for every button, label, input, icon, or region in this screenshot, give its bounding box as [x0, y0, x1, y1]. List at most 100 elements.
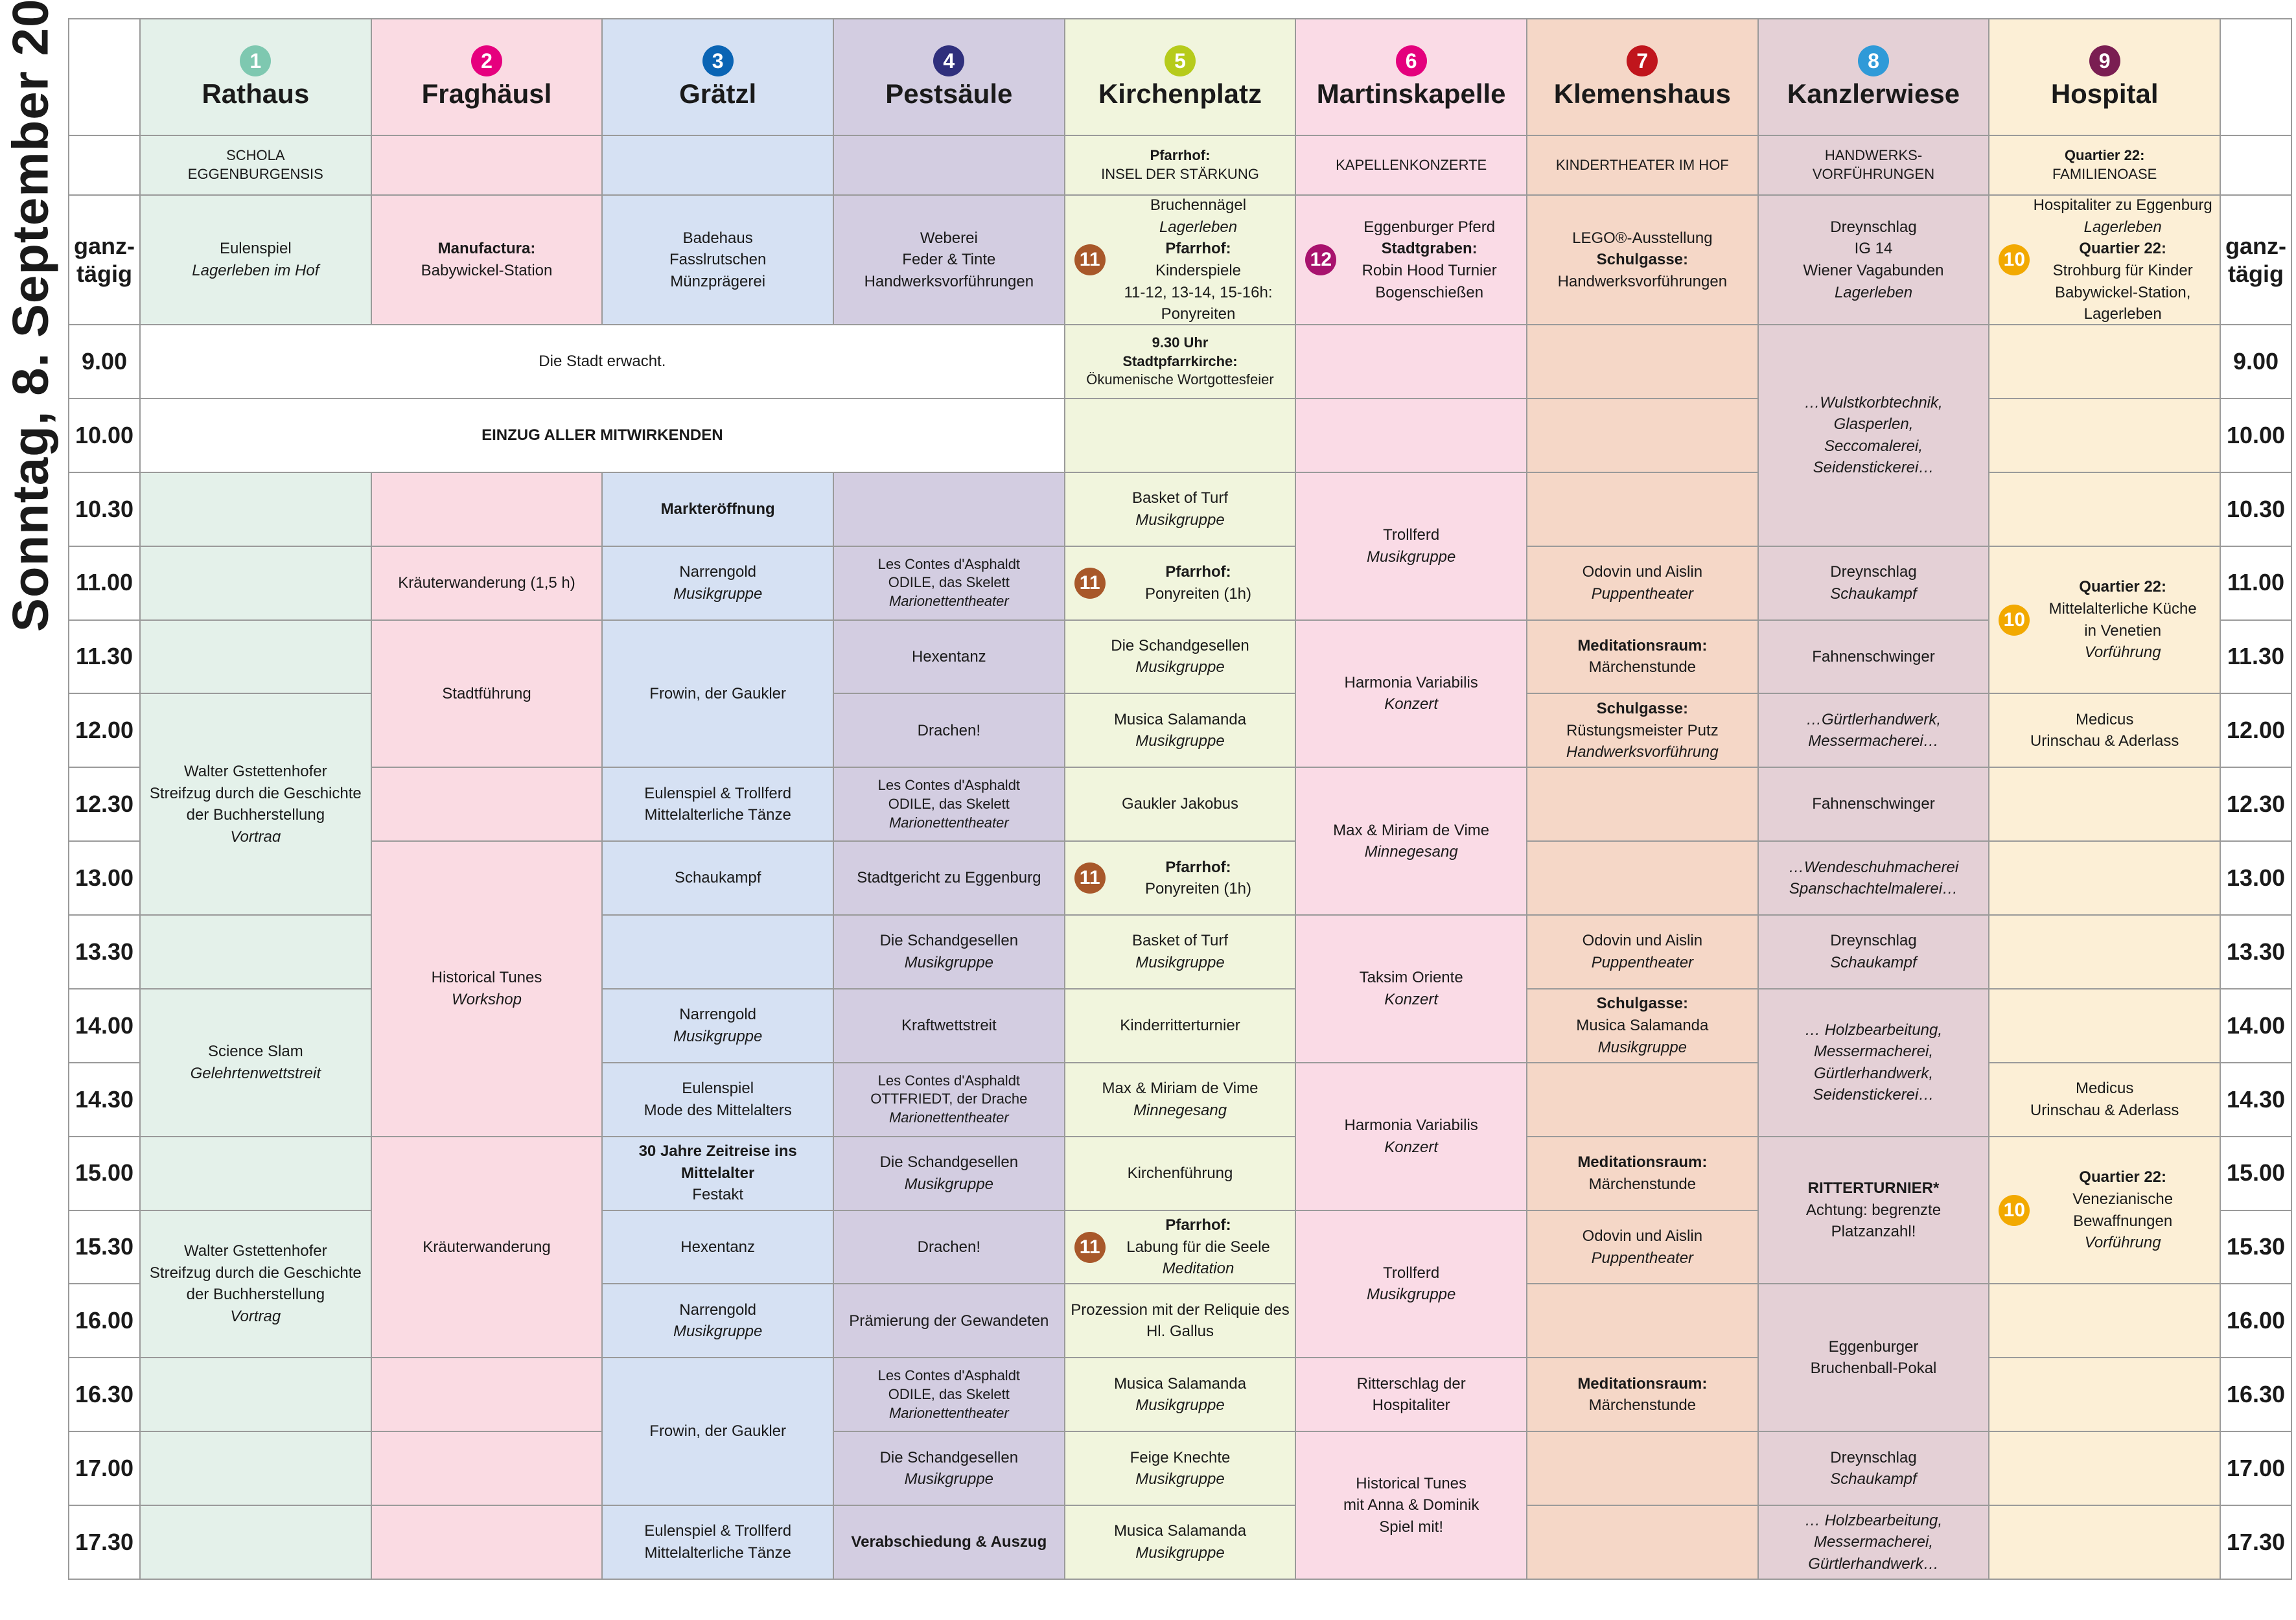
event-cell[interactable]: Hexentanz	[833, 620, 1065, 695]
event-cell[interactable]: Kirchenführung	[1065, 1137, 1297, 1211]
event-cell[interactable]: Harmonia Variabilis Konzert	[1296, 1063, 1527, 1211]
event-cell[interactable]: Trollferd Musikgruppe	[1296, 472, 1527, 621]
event-cell[interactable]: Weberei Feder & Tinte Handwerksvorführunge…	[833, 196, 1065, 325]
event-cell[interactable]: Gaukler Jakobus	[1065, 768, 1297, 842]
event-cell[interactable]: Odovin und Aislin Puppentheater	[1527, 546, 1759, 621]
event-cell[interactable]: Eulenspiel & Trollferd Mittelalterliche T…	[603, 1506, 834, 1580]
event-cell[interactable]: Dreynschlag IG 14 Wiener Vagabunden Lagerle…	[1758, 196, 1990, 325]
event-cell[interactable]: Basket of Turf Musikgruppe	[1065, 916, 1297, 989]
event-cell[interactable]: Schulgasse: Rüstungsmeister Putz Handwerks…	[1527, 694, 1759, 769]
event-cell[interactable]: Ritterschlag der Hospitaliter	[1296, 1358, 1527, 1433]
event-cell[interactable]: Medicus Urinschau & Aderlass	[1989, 694, 2221, 769]
event-cell[interactable]: Les Contes d'Asphaldt ODILE, das Skelett M…	[833, 546, 1065, 621]
event-cell[interactable]: Frowin, der Gaukler	[603, 620, 834, 769]
event-cell[interactable]: Basket of Turf Musikgruppe	[1065, 472, 1297, 547]
event-cell[interactable]: Dreynschlag Schaukampf	[1758, 1432, 1990, 1507]
event-cell[interactable]: Prozession mit der Reliquie des Hl. Gallu…	[1065, 1284, 1297, 1359]
event-cell[interactable]: Drachen!	[833, 694, 1065, 769]
event-cell[interactable]: Kräuterwanderung	[371, 1137, 603, 1359]
event-cell[interactable]: Historical Tunes mit Anna & Dominik Spiel …	[1296, 1432, 1527, 1580]
event-cell[interactable]: Die Schandgesellen Musikgruppe	[1065, 620, 1297, 695]
time-label: 11.30	[69, 620, 141, 695]
event-cell[interactable]: KINDERTHEATER IM HOF	[1527, 136, 1759, 196]
event-cell[interactable]: Pfarrhof: INSEL DER STÄRKUNG	[1065, 136, 1297, 196]
event-cell[interactable]: HANDWERKS- VORFÜHRUNGEN	[1758, 136, 1990, 196]
event-cell[interactable]: Hexentanz	[603, 1210, 834, 1285]
event-cell[interactable]: Eulenspiel Mode des Mittelalters	[603, 1063, 834, 1137]
event-cell[interactable]: …Wulstkorbtechnik, Glasperlen, Seccomalere…	[1758, 325, 1990, 547]
event-cell[interactable]: Frowin, der Gaukler	[603, 1358, 834, 1507]
event-line: Mode des Mittelalters	[644, 1101, 792, 1119]
event-cell[interactable]: Stadtführung	[371, 620, 603, 769]
event-cell[interactable]: Die Stadt erwacht.	[141, 325, 1065, 399]
event-cell[interactable]: Max & Miriam de Vime Minnegesang	[1065, 1063, 1297, 1137]
event-cell[interactable]: Meditationsraum: Märchenstunde	[1527, 620, 1759, 695]
event-cell[interactable]: Die Schandgesellen Musikgruppe	[833, 916, 1065, 989]
event-cell[interactable]: Meditationsraum: Märchenstunde	[1527, 1358, 1759, 1433]
event-cell[interactable]: Dreynschlag Schaukampf	[1758, 546, 1990, 621]
event-cell[interactable]: Badehaus Fasslrutschen Münzprägerei	[603, 196, 834, 325]
event-cell[interactable]: Manufactura: Babywickel-Station	[371, 196, 603, 325]
event-cell[interactable]: 12 Eggenburger Pferd Stadtgraben: Robin Hoo…	[1296, 196, 1527, 325]
event-cell[interactable]: Historical Tunes Workshop	[371, 842, 603, 1137]
event-cell[interactable]: Narrengold Musikgruppe	[603, 546, 834, 621]
event-cell[interactable]: Die Schandgesellen Musikgruppe	[833, 1137, 1065, 1211]
event-cell[interactable]: Quartier 22: FAMILIENOASE	[1989, 136, 2221, 196]
event-cell[interactable]: 11 Pfarrhof: Ponyreiten (1h)	[1065, 842, 1297, 916]
event-cell[interactable]: Schaukampf	[603, 842, 834, 916]
event-cell[interactable]: Dreynschlag Schaukampf	[1758, 916, 1990, 989]
event-cell[interactable]: Die Schandgesellen Musikgruppe	[833, 1432, 1065, 1507]
event-cell[interactable]: Les Contes d'Asphaldt ODILE, das Skelett M…	[833, 1358, 1065, 1433]
event-cell[interactable]: SCHOLA EGGENBURGENSIS	[141, 136, 372, 196]
event-cell[interactable]: Odovin und Aislin Puppentheater	[1527, 1210, 1759, 1285]
event-cell[interactable]: Feige Knechte Musikgruppe	[1065, 1432, 1297, 1507]
event-cell[interactable]: Les Contes d'Asphaldt OTTFRIEDT, der Drac…	[833, 1063, 1065, 1137]
event-cell[interactable]: … Holzbearbeitung, Messermacherei, Gürtler…	[1758, 989, 1990, 1137]
event-cell[interactable]: Fahnenschwinger	[1758, 620, 1990, 695]
event-cell[interactable]: EINZUG ALLER MITWIRKENDEN	[141, 399, 1065, 473]
event-cell[interactable]: Walter Gstettenhofer Streifzug durch die …	[141, 1210, 372, 1359]
event-cell[interactable]: Eulenspiel Lagerleben im Hof	[141, 196, 372, 325]
event-cell[interactable]: 11 Bruchennägel Lagerleben Pfarrhof: Kinders…	[1065, 196, 1297, 325]
event-cell[interactable]: RITTERTURNIER* Achtung: begrenzte Platzan…	[1758, 1137, 1990, 1285]
event-cell[interactable]: …Gürtlerhandwerk, Messermacherei…	[1758, 694, 1990, 769]
event-cell[interactable]: …Wendeschuhmacherei Spanschachtelmalerei…	[1758, 842, 1990, 916]
event-cell[interactable]: Trollferd Musikgruppe	[1296, 1210, 1527, 1359]
event-cell[interactable]: Odovin und Aislin Puppentheater	[1527, 916, 1759, 989]
event-cell[interactable]: Prämierung der Gewandeten	[833, 1284, 1065, 1359]
event-line: Musikgruppe	[1135, 658, 1225, 677]
event-cell[interactable]: 11 Pfarrhof: Labung für die Seele Meditatio…	[1065, 1210, 1297, 1285]
event-cell[interactable]: 10 Quartier 22: Mittelalterliche Küche in V…	[1989, 546, 2221, 695]
event-cell[interactable]: Schulgasse: Musica Salamanda Musikgruppe	[1527, 989, 1759, 1063]
event-cell[interactable]: Science Slam Gelehrtenwettstreit	[141, 989, 372, 1137]
event-cell[interactable]: Musica Salamanda Musikgruppe	[1065, 1506, 1297, 1580]
event-cell[interactable]: Meditationsraum: Märchenstunde	[1527, 1137, 1759, 1211]
event-cell[interactable]: Eggenburger Bruchenball-Pokal	[1758, 1284, 1990, 1433]
event-cell[interactable]: Taksim Oriente Konzert	[1296, 916, 1527, 1063]
event-cell[interactable]: Verabschiedung & Auszug	[833, 1506, 1065, 1580]
event-cell[interactable]: Kraftwettstreit	[833, 989, 1065, 1063]
event-cell[interactable]: KAPELLENKONZERTE	[1296, 136, 1527, 196]
event-cell[interactable]: … Holzbearbeitung, Messermacherei, Gürtle…	[1758, 1506, 1990, 1580]
event-cell[interactable]: Les Contes d'Asphaldt ODILE, das Skelett M…	[833, 768, 1065, 842]
event-cell[interactable]: 10 Quartier 22: Venezianische Bewaffnungen…	[1989, 1137, 2221, 1285]
event-cell[interactable]: Musica Salamanda Musikgruppe	[1065, 694, 1297, 769]
event-cell[interactable]: Kinderritterturnier	[1065, 989, 1297, 1063]
event-cell[interactable]: Narrengold Musikgruppe	[603, 989, 834, 1063]
event-cell[interactable]: Stadtgericht zu Eggenburg	[833, 842, 1065, 916]
event-cell[interactable]: Drachen!	[833, 1210, 1065, 1285]
event-cell[interactable]: Max & Miriam de Vime Minnegesang	[1296, 768, 1527, 916]
event-cell[interactable]: Eulenspiel & Trollferd Mittelalterliche T…	[603, 768, 834, 842]
event-cell[interactable]: Harmonia Variabilis Konzert	[1296, 620, 1527, 769]
event-cell[interactable]: 10 Hospitaliter zu Eggenburg Lagerleben Qua…	[1989, 196, 2221, 325]
event-cell[interactable]: Kräuterwanderung (1,5 h)	[371, 546, 603, 621]
event-cell[interactable]: 9.30 Uhr Stadtpfarrkirche: Ökumenische Wor…	[1065, 325, 1297, 399]
event-cell[interactable]: Narrengold Musikgruppe	[603, 1284, 834, 1359]
event-cell[interactable]: LEGO®-Ausstellung Schulgasse: Handwerksvor…	[1527, 196, 1759, 325]
event-cell[interactable]: Medicus Urinschau & Aderlass	[1989, 1063, 2221, 1137]
event-cell[interactable]: Fahnenschwinger	[1758, 768, 1990, 842]
event-cell[interactable]: 30 Jahre Zeitreise ins Mittelalter Festakt	[603, 1137, 834, 1211]
event-cell[interactable]: Markteröffnung	[603, 472, 834, 547]
event-cell[interactable]: 11 Pfarrhof: Ponyreiten (1h)	[1065, 546, 1297, 621]
event-cell[interactable]: Musica Salamanda Musikgruppe	[1065, 1358, 1297, 1433]
